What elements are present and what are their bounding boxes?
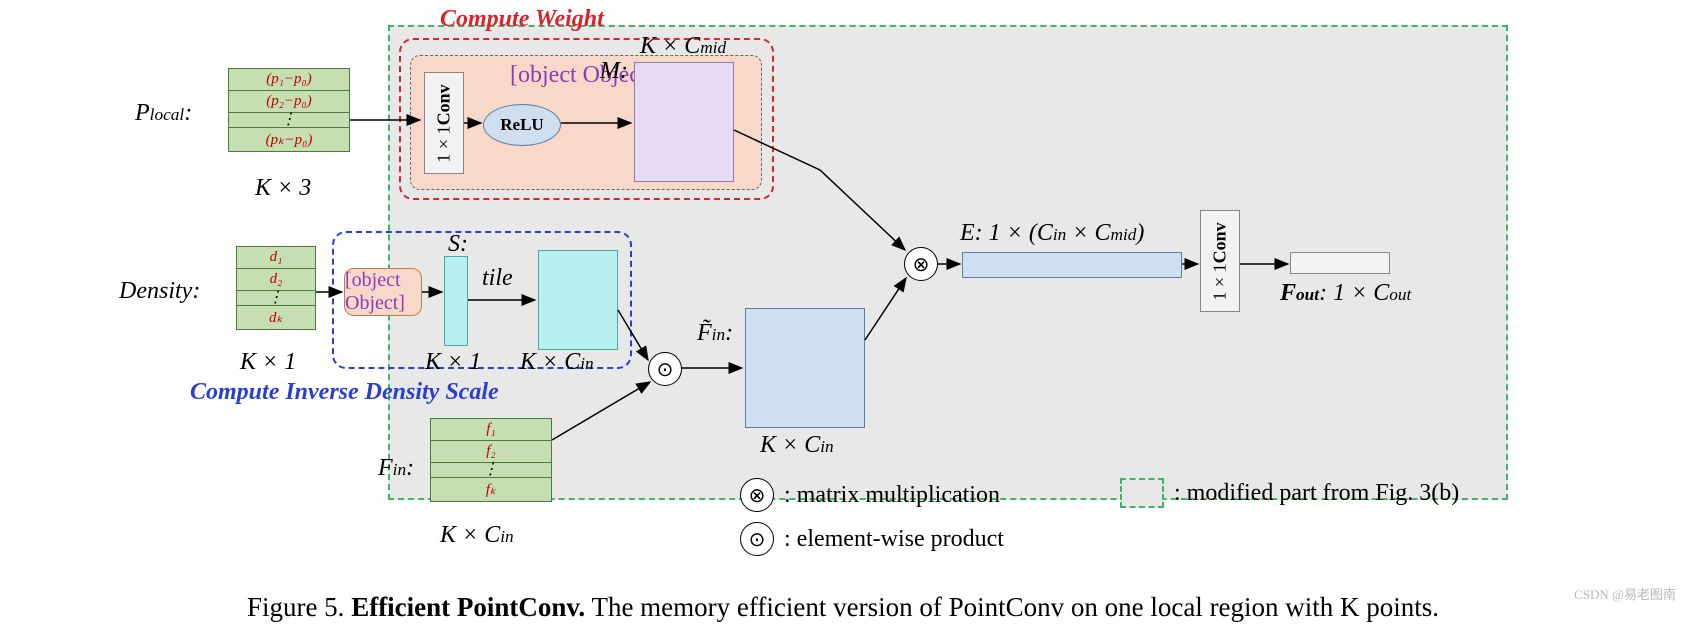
d-entry: d₂: [237, 269, 315, 291]
legend-modified: : modified part from Fig. 3(b): [1120, 478, 1459, 508]
diagram-canvas: Compute Weight Plocal: (p₁−p₀) (p₂−p₀) ⋮…: [0, 0, 1686, 580]
legend-ew-text: : element-wise product: [784, 526, 1004, 553]
mlp2-label: [object Object]: [345, 269, 421, 315]
conv1-box: 1 × 1Conv: [424, 72, 464, 174]
elemwise-op: ⊙: [648, 352, 682, 386]
plocal-entry: (pₖ−p₀): [229, 128, 349, 151]
legend-matmul: ⊗ : matrix multiplication: [740, 478, 1000, 512]
dot-icon: ⊙: [657, 357, 674, 382]
compute-weight-title: Compute Weight: [440, 6, 604, 33]
density-dim: K × 1: [240, 349, 296, 376]
legend-elemwise: ⊙ : element-wise product: [740, 522, 1004, 556]
density-title: Compute Inverse Density Scale: [190, 379, 499, 406]
fout-tensor: [1290, 252, 1390, 274]
conv2-box: 1 × 1Conv: [1200, 210, 1240, 312]
e-tensor: [962, 252, 1182, 278]
m-label: M:: [600, 58, 628, 85]
figure-caption: Figure 5. Efficient PointConv. The memor…: [0, 592, 1686, 623]
ftilde-dim: K × Cin: [760, 432, 834, 459]
modified-swatch: [1120, 478, 1164, 508]
density-stack: d₁ d₂ ⋮ dₖ: [236, 246, 316, 330]
plocal-entry: (p₂−p₀): [229, 91, 349, 113]
d-entry: ⋮: [237, 291, 315, 306]
plocal-entry: (p₁−p₀): [229, 69, 349, 91]
p-local-stack: (p₁−p₀) (p₂−p₀) ⋮ (pₖ−p₀): [228, 68, 350, 152]
density-label: Density:: [119, 278, 200, 305]
f-entry: f₂: [431, 441, 551, 463]
d-entry: dₖ: [237, 306, 315, 329]
legend-mod-text: : modified part from Fig. 3(b): [1174, 480, 1459, 507]
plocal-entry: ⋮: [229, 113, 349, 128]
cross-icon: ⊗: [740, 478, 774, 512]
mlp2-box: [object Object]: [344, 268, 422, 316]
ftilde-tensor: [745, 308, 865, 428]
e-label: E: 1 × (Cin × Cmid): [960, 220, 1144, 247]
s-label: S:: [448, 231, 468, 258]
fout-label: Fout: 1 × Cout: [1280, 280, 1411, 307]
m-dim: K × Cmid: [640, 33, 726, 60]
fin-label: Fin:: [378, 455, 414, 482]
cross-icon: ⊗: [913, 252, 930, 277]
tile-label: tile: [482, 265, 513, 292]
dot-icon: ⊙: [740, 522, 774, 556]
f-entry: ⋮: [431, 463, 551, 478]
m-tensor: [634, 62, 734, 182]
s-dim: K × 1: [425, 349, 481, 376]
watermark: CSDN @易老图南: [1574, 584, 1676, 603]
f-entry: f₁: [431, 419, 551, 441]
conv1-label: 1 × 1Conv: [434, 84, 455, 162]
plocal-dim: K × 3: [255, 175, 311, 202]
legend-matmul-text: : matrix multiplication: [784, 482, 1000, 509]
matmul-op: ⊗: [904, 247, 938, 281]
s-tiled-tensor: [538, 250, 618, 350]
d-entry: d₁: [237, 247, 315, 269]
fin-stack: f₁ f₂ ⋮ fₖ: [430, 418, 552, 502]
f-entry: fₖ: [431, 478, 551, 501]
relu-ellipse: ReLU: [483, 104, 561, 146]
ftilde-label: F̃in:: [697, 320, 733, 347]
fin-dim: K × Cin: [440, 522, 514, 549]
s-tensor: [444, 256, 468, 346]
s-tiled-dim: K × Cin: [520, 349, 594, 376]
p-local-label: Plocal:: [135, 100, 192, 127]
conv2-label: 1 × 1Conv: [1210, 222, 1231, 300]
relu-label: ReLU: [500, 115, 543, 135]
mlp1-label: [object Object]: [510, 62, 655, 89]
